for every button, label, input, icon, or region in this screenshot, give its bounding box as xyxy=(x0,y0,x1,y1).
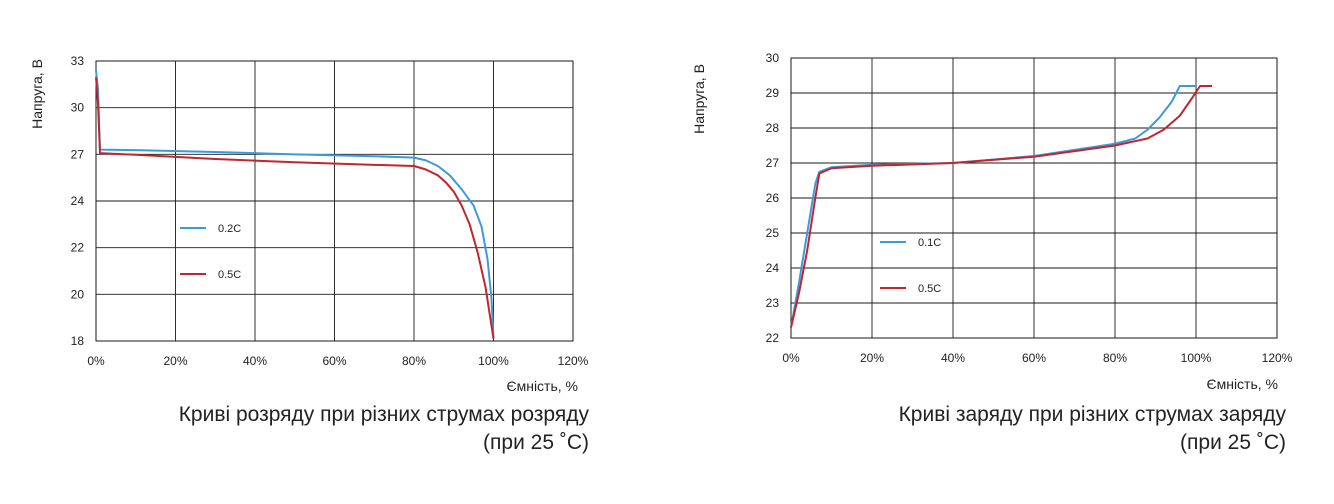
y-tick-label: 30 xyxy=(766,51,780,65)
x-axis-label: Ємність, % xyxy=(1207,376,1278,392)
charge-caption: Криві заряду при різних струмах заряду (… xyxy=(899,401,1286,457)
x-tick-label: 0% xyxy=(782,351,800,365)
x-tick-label: 80% xyxy=(1103,351,1127,365)
legend-label: 0.2C xyxy=(218,223,241,235)
discharge-caption-line1: Криві розряду при різних струмах розряду xyxy=(178,403,589,426)
charge-chart-svg: 22 23 24 25 26 27 28 29 30 0% 20% 40% 60% 80% 100% 120%… xyxy=(691,51,1293,392)
y-tick-label: 24 xyxy=(766,261,780,275)
y-tick-label: 24 xyxy=(71,194,85,208)
discharge-caption: Криві розряду при різних струмах розряду… xyxy=(179,401,589,457)
charge-chart: 22 23 24 25 26 27 28 29 30 0% 20% 40% 60% 80% 100% 120%… xyxy=(667,0,1334,504)
y-tick-label: 27 xyxy=(766,156,780,170)
y-axis-label: Напруга, В xyxy=(691,64,707,134)
y-tick-label: 28 xyxy=(766,121,780,135)
y-tick-label: 26 xyxy=(766,191,780,205)
discharge-caption-line2: (при 25 ˚С) xyxy=(483,431,589,454)
series-line-0-2C xyxy=(95,70,495,339)
y-tick-label: 22 xyxy=(71,241,85,255)
plot-frame xyxy=(790,57,1278,339)
y-axis-label: Напруга, В xyxy=(29,59,45,129)
x-tick-label: 120% xyxy=(558,354,589,368)
y-tick-label: 23 xyxy=(766,296,780,310)
y-tick-label: 22 xyxy=(766,331,780,345)
y-tick-label: 20 xyxy=(71,287,85,301)
x-tick-label: 60% xyxy=(1022,351,1046,365)
discharge-chart-svg: 18 20 22 24 27 30 33 0% 20% 40% 60% 80% 100% 120% Напр… xyxy=(29,54,589,394)
y-tick-label: 30 xyxy=(71,101,85,115)
legend-label: 0.5C xyxy=(218,269,241,281)
x-tick-label: 20% xyxy=(860,351,884,365)
plot-frame xyxy=(95,60,574,342)
x-tick-label: 120% xyxy=(1262,351,1293,365)
x-tick-label: 40% xyxy=(243,354,267,368)
y-tick-label: 27 xyxy=(71,147,85,161)
series-line-0-5C xyxy=(790,85,1213,328)
series-line-0-5C xyxy=(95,77,495,339)
x-tick-label: 20% xyxy=(163,354,187,368)
discharge-chart: 18 20 22 24 27 30 33 0% 20% 40% 60% 80% 100% 120% Напр… xyxy=(29,54,589,457)
legend-label: 0.5C xyxy=(918,283,941,295)
x-tick-label: 0% xyxy=(87,354,105,368)
x-tick-label: 60% xyxy=(322,354,346,368)
series-line-0-1C xyxy=(790,85,1196,328)
x-tick-label: 40% xyxy=(941,351,965,365)
y-tick-label: 18 xyxy=(71,334,85,348)
x-tick-label: 100% xyxy=(1181,351,1212,365)
x-tick-label: 80% xyxy=(402,354,426,368)
charge-caption-line1: Криві заряду при різних струмах заряду xyxy=(898,403,1286,426)
x-axis-label: Ємність, % xyxy=(507,378,578,394)
y-tick-label: 25 xyxy=(766,226,780,240)
charge-caption-line2: (при 25 ˚С) xyxy=(1180,431,1286,454)
x-tick-label: 100% xyxy=(478,354,509,368)
y-tick-label: 33 xyxy=(71,54,85,68)
legend-label: 0.1C xyxy=(918,237,941,249)
y-tick-label: 29 xyxy=(766,86,780,100)
